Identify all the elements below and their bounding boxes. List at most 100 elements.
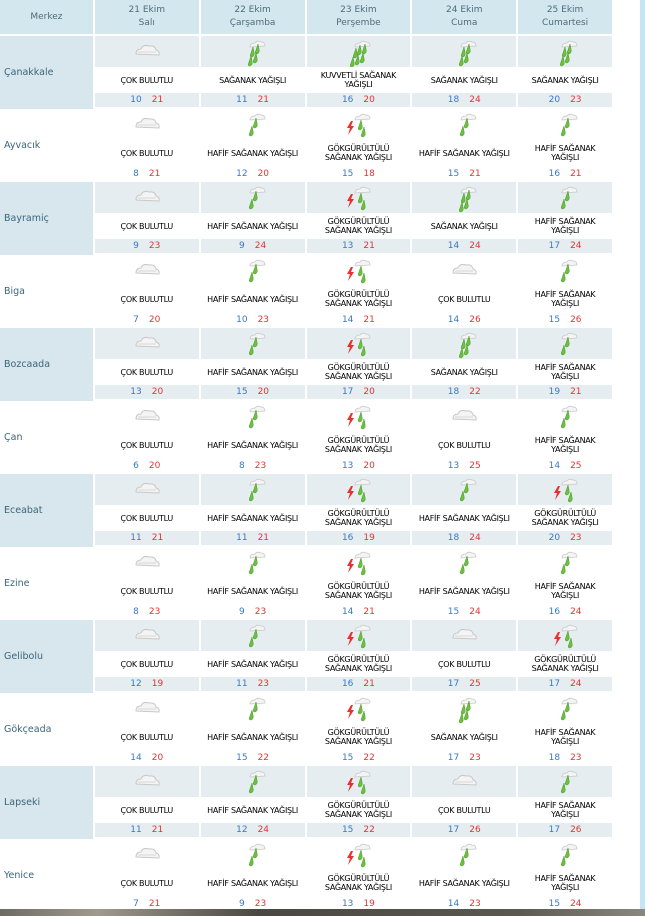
thunderstorm-icon: [307, 401, 411, 432]
forecast-cell: HAFİF SAĞANAK YAĞIŞLI 10 23: [201, 255, 307, 328]
city-name[interactable]: Eceabat: [0, 474, 95, 547]
table-row: Ezine ÇOK BULUTLU 8 23 HAFİF SAĞANAK YAĞI…: [0, 547, 612, 620]
city-name[interactable]: Gelibolu: [0, 620, 95, 693]
city-name[interactable]: Çanakkale: [0, 36, 95, 109]
temperatures: 16 19: [306, 531, 411, 547]
low-temp: 17: [548, 241, 561, 251]
light-shower-icon: [200, 328, 305, 359]
weather-description: SAĞANAK YAĞIŞLI: [430, 221, 498, 231]
high-temp: 20: [363, 461, 375, 471]
taskbar-edge: [0, 909, 645, 916]
day-date: 22 Ekim: [234, 5, 271, 15]
low-temp: 14: [341, 315, 354, 325]
forecast-cell: HAFİF SAĞANAK YAĞIŞLI 17 24: [518, 182, 612, 255]
weather-description: GÖKGÜRÜLTÜLÜ SAĞANAK YAĞIŞLI: [324, 290, 392, 308]
table-row: Bozcaada ÇOK BULUTLU 13 20 HAFİF SAĞANAK …: [0, 328, 612, 401]
light-shower-icon: [201, 109, 305, 140]
low-temp: 11: [236, 533, 248, 543]
low-temp: 10: [236, 315, 248, 325]
high-temp: 23: [148, 607, 161, 617]
city-name[interactable]: Bozcaada: [0, 328, 95, 401]
weather-description: GÖKGÜRÜLTÜLÜ SAĞANAK YAĞIŞLI: [324, 655, 392, 673]
low-temp: 18: [447, 533, 460, 543]
weather-description: GÖKGÜRÜLTÜLÜ SAĞANAK YAĞIŞLI: [324, 582, 392, 600]
high-temp: 19: [363, 899, 375, 909]
low-temp: 13: [341, 241, 354, 251]
table-body: Çanakkale ÇOK BULUTLU 10 21 SAĞANAK YAĞIŞ…: [0, 36, 612, 912]
forecast-cell: HAFİF SAĞANAK YAĞIŞLI 11 23: [200, 620, 307, 693]
forecast-cell: ÇOK BULUTLU 7 21: [95, 839, 201, 912]
weather-description: HAFİF SAĞANAK YAĞIŞLI: [207, 513, 298, 523]
high-temp: 21: [151, 533, 164, 543]
low-temp: 19: [548, 387, 561, 397]
city-name[interactable]: Ezine: [0, 547, 95, 620]
high-temp: 19: [363, 533, 375, 543]
low-temp: 15: [447, 607, 460, 617]
low-temp: 14: [130, 753, 142, 763]
cloudy-icon: [412, 766, 517, 797]
weather-description: GÖKGÜRÜLTÜLÜ SAĞANAK YAĞIŞLI: [531, 509, 599, 527]
weather-description: HAFİF SAĞANAK YAĞIŞLI: [207, 586, 298, 596]
low-temp: 18: [548, 753, 561, 763]
temperatures: 9 23: [94, 239, 199, 255]
forecast-cell: GÖKGÜRÜLTÜLÜ SAĞANAK YAĞIŞLI 16 19: [306, 474, 413, 547]
temperatures: 11 21: [200, 93, 305, 109]
light-shower-icon: [200, 182, 305, 213]
temperatures: 17 24: [518, 239, 612, 255]
weather-description: GÖKGÜRÜLTÜLÜ SAĞANAK YAĞIŞLI: [324, 728, 392, 746]
high-temp: 21: [363, 241, 375, 251]
temperatures: 7 20: [95, 312, 199, 328]
low-temp: 16: [341, 533, 354, 543]
forecast-cell: HAFİF SAĞANAK YAĞIŞLI 11 21: [200, 474, 307, 547]
light-shower-icon: [200, 620, 305, 651]
low-temp: 11: [130, 533, 142, 543]
high-temp: 23: [254, 607, 267, 617]
high-temp: 23: [469, 899, 481, 909]
city-name[interactable]: Ayvacık: [0, 109, 95, 182]
city-name[interactable]: Gökçeada: [0, 693, 95, 766]
high-temp: 24: [469, 607, 481, 617]
low-temp: 9: [238, 241, 245, 251]
day-date: 25 Ekim: [546, 5, 584, 15]
city-name[interactable]: Lapseki: [0, 766, 95, 839]
city-name[interactable]: Biga: [0, 255, 95, 328]
temperatures: 16 21: [518, 166, 612, 182]
city-name[interactable]: Bayramiç: [0, 182, 95, 255]
forecast-cell: ÇOK BULUTLU 13 25: [412, 401, 519, 474]
thunderstorm-icon: [518, 620, 612, 651]
low-temp: 20: [548, 533, 561, 543]
forecast-cell: GÖKGÜRÜLTÜLÜ SAĞANAK YAĞIŞLI 15 22: [306, 766, 413, 839]
city-name[interactable]: Yenice: [0, 839, 95, 912]
table-row: Yenice ÇOK BULUTLU 7 21 HAFİF SAĞANAK YAĞ…: [0, 839, 612, 912]
low-temp: 12: [130, 679, 142, 689]
weather-description: HAFİF SAĞANAK YAĞIŞLI: [207, 878, 298, 888]
weather-description: ÇOK BULUTLU: [120, 805, 174, 815]
temperatures: 7 21: [95, 896, 199, 912]
forecast-cell: GÖKGÜRÜLTÜLÜ SAĞANAK YAĞIŞLI 14 21: [307, 547, 413, 620]
low-temp: 7: [133, 899, 139, 909]
low-temp: 15: [341, 169, 354, 179]
cloudy-icon: [95, 401, 199, 432]
forecast-cell: SAĞANAK YAĞIŞLI 18 22: [412, 328, 519, 401]
high-temp: 23: [570, 533, 582, 543]
weather-description: HAFİF SAĞANAK YAĞIŞLI: [418, 878, 510, 888]
city-name[interactable]: Çan: [0, 401, 95, 474]
low-temp: 11: [130, 825, 142, 835]
low-temp: 15: [447, 169, 460, 179]
high-temp: 21: [363, 679, 375, 689]
scrollbar[interactable]: [640, 0, 645, 916]
low-temp: 12: [236, 825, 248, 835]
low-temp: 17: [548, 825, 561, 835]
temperatures: 9 23: [201, 604, 305, 620]
light-shower-icon: [412, 547, 516, 578]
low-temp: 17: [447, 679, 460, 689]
temperatures: 13 25: [412, 458, 516, 474]
forecast-cell: ÇOK BULUTLU 6 20: [95, 401, 201, 474]
temperatures: 17 24: [518, 677, 612, 693]
high-temp: 21: [257, 95, 270, 105]
high-temp: 24: [570, 607, 582, 617]
weather-description: HAFİF SAĞANAK YAĞIŞLI: [534, 217, 596, 235]
low-temp: 13: [130, 387, 142, 397]
forecast-cell: GÖKGÜRÜLTÜLÜ SAĞANAK YAĞIŞLI 13 21: [306, 182, 413, 255]
cloudy-icon: [95, 839, 199, 870]
